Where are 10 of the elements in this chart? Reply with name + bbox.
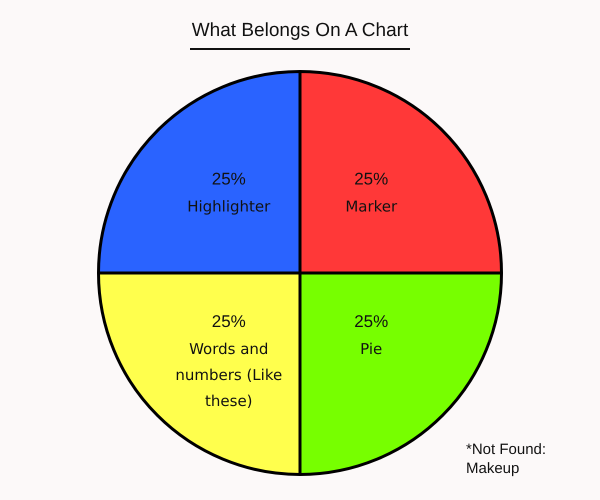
chart-title: What Belongs On A Chart xyxy=(190,20,410,50)
data-label: 25% xyxy=(212,169,246,188)
slice-label: Marker xyxy=(345,198,398,216)
text: *Not Found: Makeup xyxy=(466,440,548,478)
slice-label: Words and numbers (Like these) xyxy=(175,340,282,410)
data-label: 25% xyxy=(212,312,246,331)
data-label: 25% xyxy=(354,169,388,188)
data-label: 25% xyxy=(354,312,388,331)
slice-label: Highlighter xyxy=(187,198,272,216)
slice-label: Pie xyxy=(360,340,382,358)
